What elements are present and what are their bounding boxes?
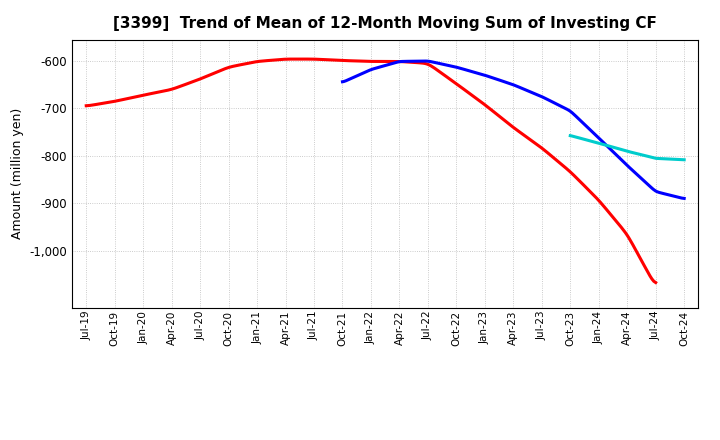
Y-axis label: Amount (million yen): Amount (million yen)	[11, 108, 24, 239]
Title: [3399]  Trend of Mean of 12-Month Moving Sum of Investing CF: [3399] Trend of Mean of 12-Month Moving …	[113, 16, 657, 32]
Legend: 3 Years, 5 Years, 7 Years, 10 Years: 3 Years, 5 Years, 7 Years, 10 Years	[166, 434, 604, 440]
